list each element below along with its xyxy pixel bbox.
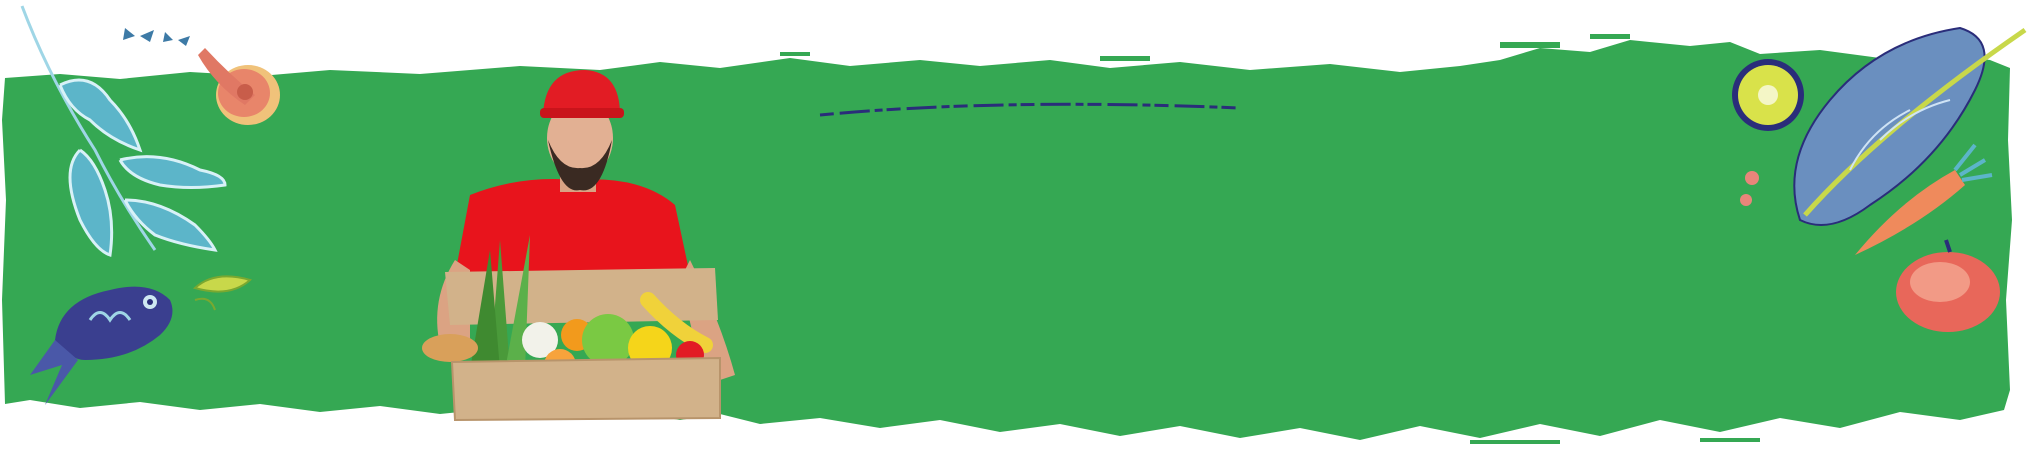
- kiwi-icon: [1732, 59, 1804, 131]
- seedling-icon: [123, 28, 190, 46]
- leaf-icon: [192, 275, 253, 311]
- berries-icon: [1740, 171, 1759, 206]
- carrot-icon: [1855, 143, 1993, 255]
- brush-specks: [780, 34, 1760, 444]
- fish-icon: [30, 286, 173, 405]
- ink-stroke: [819, 102, 1241, 117]
- apple-icon: [1896, 239, 2000, 332]
- cabbage-leaf-icon: [1793, 26, 2027, 226]
- mushroom-icon: [198, 48, 280, 125]
- green-brush-background: [2, 40, 2012, 440]
- cardboard-box: [450, 356, 721, 422]
- delivery-man-photo: [422, 70, 735, 422]
- red-cap: [543, 70, 620, 115]
- red-shirt: [455, 179, 690, 275]
- beard: [548, 140, 612, 191]
- herb-sprig-icon: [20, 5, 227, 257]
